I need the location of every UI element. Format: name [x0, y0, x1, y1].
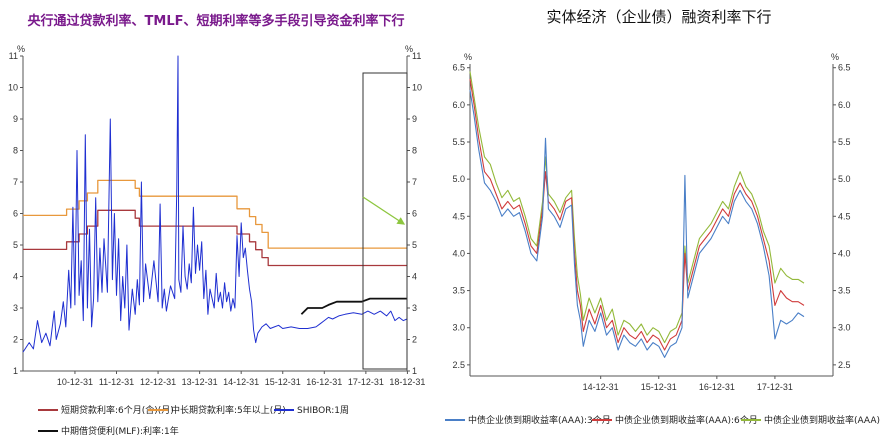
left-ytick-label-right: 10 — [412, 83, 422, 93]
left-ytick-label-right: 4 — [412, 272, 417, 282]
right-series-line-3 — [469, 89, 805, 358]
left-ytick-label-right: 3 — [412, 303, 417, 313]
right-ytick-label-right: 3.5 — [838, 286, 851, 296]
right-unit-left: % — [464, 52, 472, 62]
left-ytick-label-left: 2 — [13, 335, 18, 345]
right-ytick-label-right: 6.5 — [838, 63, 851, 73]
right-xtick-label: 17-12-31 — [757, 382, 793, 392]
right-ytick-label-right: 3.0 — [838, 323, 851, 333]
left-ytick-label-right: 2 — [412, 335, 417, 345]
left-chart-panel: 央行通过贷款利率、TMLF、短期利率等多手段引导资金利率下行 %% 1 1 2 2 3 3 4… — [0, 0, 432, 441]
left-ytick-label-right: 8 — [412, 146, 417, 156]
right-xtick-label: 15-12-31 — [641, 382, 677, 392]
left-ytick-label-right: 1 — [412, 366, 417, 376]
left-ytick-label-right: 9 — [412, 114, 417, 124]
right-ytick-label-left: 5.0 — [452, 174, 465, 184]
right-chart-panel: 实体经济（企业债）融资利率下行 %% 2.5 2.5 3.0 3.0 3.5 3.5 4.0 4… — [437, 0, 881, 441]
left-xtick-label: 17-12-31 — [348, 377, 384, 387]
left-xtick-label: 12-12-31 — [140, 377, 176, 387]
left-xtick-label: 14-12-31 — [223, 377, 259, 387]
left-ytick-label-right: 11 — [412, 51, 421, 61]
left-ytick-label-right: 6 — [412, 209, 417, 219]
left-legend-label-2: 中长期贷款利率:5年以上(月) — [171, 404, 286, 416]
left-series-line-3 — [22, 55, 408, 353]
right-ytick-label-left: 6.5 — [452, 63, 465, 73]
left-highlight-box — [362, 72, 408, 370]
left-series-line-2 — [23, 179, 407, 249]
right-series-line-2 — [469, 78, 805, 351]
left-xtick-label: 18-12-31 — [389, 377, 425, 387]
right-ytick-label-left: 4.5 — [452, 211, 465, 221]
left-xtick-label: 10-12-31 — [57, 377, 93, 387]
left-ytick-label-left: 7 — [13, 177, 18, 187]
right-xtick-label: 14-12-31 — [583, 382, 619, 392]
right-ytick-label-right: 5.5 — [838, 137, 851, 147]
left-chart-title: 央行通过贷款利率、TMLF、短期利率等多手段引导资金利率下行 — [27, 14, 405, 29]
right-ytick-label-left: 2.5 — [452, 360, 465, 370]
right-xtick-label: 16-12-31 — [699, 382, 735, 392]
right-chart-title: 实体经济（企业债）融资利率下行 — [546, 8, 772, 26]
left-ytick-label-right: 7 — [412, 177, 417, 187]
left-ytick-label-left: 1 — [13, 366, 18, 376]
left-ytick-label-left: 4 — [13, 272, 18, 282]
left-ytick-label-left: 11 — [9, 51, 18, 61]
left-xtick-label: 11-12-31 — [99, 377, 134, 387]
right-ytick-label-left: 3.0 — [452, 323, 465, 333]
right-legend-label-2: 中债企业债到期收益率(AAA):6个月 — [615, 414, 758, 426]
left-legend-label-3: SHIBOR:1周 — [297, 405, 349, 416]
left-ytick-label-left: 9 — [13, 114, 18, 124]
left-ytick-label-right: 5 — [412, 240, 417, 250]
right-chart: % % 2.5 2.5 3.0 3.0 3.5 3.5 4.0 4.0 4.5 4.5 5.0 5.0 5.… — [445, 52, 881, 426]
left-xtick-label: 16-12-31 — [306, 377, 342, 387]
left-unit-right: % — [405, 44, 413, 54]
left-xtick-label: 15-12-31 — [265, 377, 301, 387]
right-unit-right: % — [831, 52, 839, 62]
right-ytick-label-right: 4.5 — [838, 211, 851, 221]
right-legend-label-3: 中债企业债到期收益率(AAA):1年 — [764, 414, 881, 426]
right-ytick-label-right: 4.0 — [838, 248, 851, 258]
right-ytick-label-right: 2.5 — [838, 360, 851, 370]
left-pointer-arrow — [362, 196, 406, 225]
left-xtick-label: 13-12-31 — [182, 377, 218, 387]
left-ytick-label-left: 10 — [8, 83, 18, 93]
right-series-line-1 — [469, 71, 805, 344]
left-series-line-4 — [300, 297, 407, 315]
right-ytick-label-left: 5.5 — [452, 137, 465, 147]
left-ytick-label-left: 3 — [13, 303, 18, 313]
right-ytick-label-left: 6.0 — [452, 100, 465, 110]
left-legend-label-4: 中期借贷便利(MLF):利率:1年 — [61, 425, 179, 437]
right-ytick-label-right: 6.0 — [838, 100, 851, 110]
left-ytick-label-left: 8 — [13, 146, 18, 156]
right-legend-label-1: 中债企业债到期收益率(AAA):3个月 — [468, 414, 611, 426]
right-ytick-label-left: 3.5 — [452, 286, 465, 296]
right-ytick-label-right: 5.0 — [838, 174, 851, 184]
left-legend-label-1: 短期贷款利率:6个月(含)(月) — [61, 404, 174, 416]
right-ytick-label-left: 4.0 — [452, 248, 465, 258]
left-ytick-label-left: 5 — [13, 240, 18, 250]
left-unit-left: % — [17, 44, 25, 54]
left-series-line-1 — [23, 209, 407, 267]
left-ytick-label-left: 6 — [13, 209, 18, 219]
